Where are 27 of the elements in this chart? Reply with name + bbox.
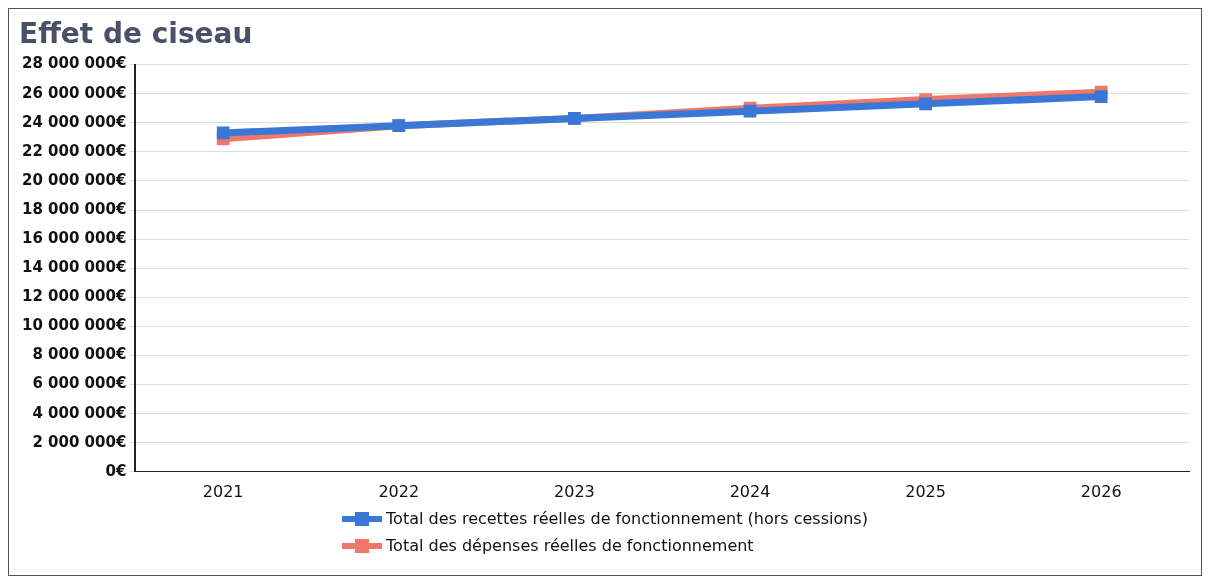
y-tick-label: 8 000 000€	[32, 345, 127, 364]
y-tick-label: 24 000 000€	[21, 112, 127, 131]
y-tick-label: 14 000 000€	[21, 258, 127, 277]
y-tick-label: 20 000 000€	[21, 170, 127, 189]
y-tick-label: 12 000 000€	[21, 287, 127, 306]
x-tick-label: 2021	[202, 481, 244, 501]
legend-label: Total des recettes réelles de fonctionnement (hors cessions)	[386, 509, 868, 528]
y-tick-label: 2 000 000€	[32, 432, 127, 451]
point	[919, 97, 932, 111]
point	[216, 126, 230, 140]
x-tick-label: 2022	[378, 481, 420, 501]
point	[1094, 90, 1108, 103]
y-tick-label: 28 000 000€	[21, 54, 127, 73]
y-tick-label: 22 000 000€	[21, 141, 127, 160]
x-tick-label: 2024	[729, 481, 771, 501]
y-tick-label: 10 000 000€	[21, 316, 127, 335]
x-tick-label: 2023	[554, 481, 595, 501]
legend-label: Total des dépenses réelles de fonctionnement	[386, 536, 754, 555]
y-tick-label: 0€	[105, 461, 127, 480]
y-tick-label: 18 000 000€	[21, 199, 127, 218]
y-tick-label: 16 000 000€	[21, 229, 127, 247]
chart-title: Effet de ciseau	[19, 17, 253, 51]
x-tick-label: 2025	[905, 481, 946, 501]
y-tick-label: 4 000 000€	[32, 403, 127, 422]
y-tick-label: 6 000 000€	[32, 374, 127, 393]
y-tick-label: 26 000 000€	[21, 83, 127, 102]
x-tick-label: 2026	[1080, 481, 1122, 501]
